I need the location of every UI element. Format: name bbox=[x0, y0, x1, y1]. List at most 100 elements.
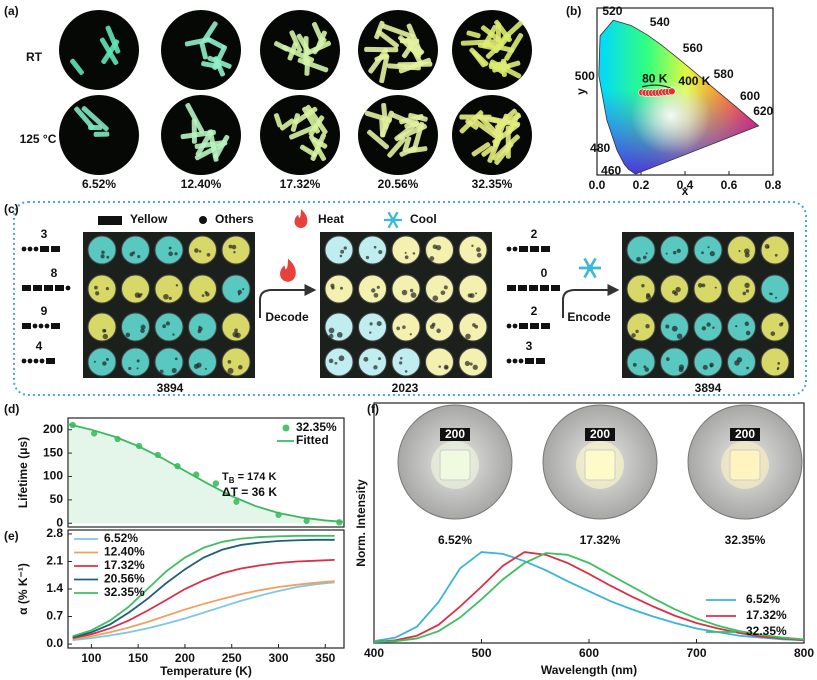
well-speck bbox=[102, 328, 106, 333]
code-dot bbox=[512, 358, 518, 364]
well-speck bbox=[665, 357, 670, 362]
code-dot bbox=[32, 323, 38, 329]
well bbox=[660, 347, 689, 377]
chip-label: 200 bbox=[735, 427, 755, 441]
well bbox=[660, 274, 689, 304]
well bbox=[87, 347, 117, 377]
well bbox=[727, 235, 756, 265]
code-digit: 3 bbox=[526, 339, 533, 353]
crystal bbox=[297, 57, 329, 73]
well bbox=[188, 235, 217, 265]
well bbox=[626, 312, 656, 342]
well-speck bbox=[168, 246, 172, 250]
sample-label: 32.35% bbox=[725, 533, 766, 547]
well-speck bbox=[193, 363, 199, 369]
well-speck bbox=[709, 364, 713, 368]
panel-label: (d) bbox=[4, 402, 19, 416]
well-speck bbox=[228, 244, 233, 249]
x-axis-label: Temperature (K) bbox=[160, 664, 252, 678]
well-speck bbox=[242, 288, 245, 291]
well-speck bbox=[201, 294, 205, 298]
well-speck bbox=[95, 291, 100, 296]
code-bar bbox=[46, 358, 55, 364]
well bbox=[760, 274, 790, 304]
code-bar bbox=[540, 285, 549, 291]
well bbox=[121, 274, 150, 304]
well bbox=[221, 347, 251, 377]
well-speck bbox=[776, 368, 779, 371]
well-speck bbox=[238, 364, 243, 370]
well bbox=[626, 347, 656, 377]
y-tick-label: 0 bbox=[56, 515, 63, 529]
well bbox=[458, 347, 488, 377]
crystal bbox=[483, 41, 515, 53]
data-line bbox=[72, 581, 335, 642]
well-speck bbox=[340, 249, 345, 254]
code-dot bbox=[512, 323, 518, 329]
well-speck bbox=[709, 251, 715, 257]
well-speck bbox=[712, 326, 715, 329]
well-speck bbox=[672, 250, 677, 255]
data-line bbox=[373, 551, 805, 643]
crystal bbox=[199, 41, 208, 60]
legend-text: 32.35% bbox=[296, 420, 337, 434]
data-line bbox=[373, 551, 805, 643]
well-speck bbox=[744, 252, 750, 258]
crystal bbox=[201, 61, 222, 70]
photo bbox=[161, 10, 241, 90]
well bbox=[727, 274, 756, 304]
well-speck bbox=[129, 252, 134, 257]
well-speck bbox=[409, 288, 414, 293]
data-point bbox=[667, 87, 676, 96]
code-dot bbox=[506, 323, 512, 329]
well-speck bbox=[744, 321, 750, 326]
resistor bbox=[585, 428, 615, 441]
code-bar bbox=[541, 323, 550, 329]
annotation-part: B bbox=[229, 476, 235, 485]
well-speck bbox=[401, 289, 408, 296]
crystal bbox=[299, 144, 318, 158]
well-speck bbox=[198, 250, 202, 253]
legend-text: Yellow bbox=[130, 212, 168, 226]
crystal bbox=[184, 37, 211, 47]
code-dot bbox=[21, 246, 27, 252]
well-speck bbox=[328, 358, 334, 364]
well bbox=[154, 312, 184, 342]
well-speck bbox=[162, 324, 167, 329]
code-bar bbox=[507, 285, 516, 291]
code-bar bbox=[51, 246, 60, 252]
well bbox=[324, 274, 354, 304]
x-tick-label: 500 bbox=[471, 646, 491, 660]
crystal bbox=[379, 118, 386, 138]
well-speck bbox=[402, 325, 406, 329]
well bbox=[727, 312, 756, 342]
x-tick-label: 800 bbox=[794, 646, 814, 660]
well-speck bbox=[676, 248, 681, 253]
well-speck bbox=[140, 293, 143, 296]
crystal bbox=[471, 142, 491, 157]
well-speck bbox=[134, 292, 141, 298]
code-digit: 4 bbox=[36, 339, 43, 353]
well bbox=[760, 312, 790, 342]
well-speck bbox=[174, 252, 178, 256]
annotation-part: T bbox=[222, 471, 229, 483]
x-tick-label: 0.6 bbox=[721, 178, 738, 192]
well-speck bbox=[429, 256, 435, 262]
code-bar bbox=[55, 285, 64, 291]
y-axis-label: α (% K⁻¹) bbox=[16, 563, 30, 615]
well-speck bbox=[404, 255, 409, 260]
code-bar bbox=[519, 323, 528, 329]
y-axis-label: Lifetime (μs) bbox=[16, 437, 30, 508]
well-speck bbox=[642, 255, 647, 260]
well-speck bbox=[137, 255, 141, 259]
legend-text: Fitted bbox=[296, 433, 329, 447]
well-speck bbox=[404, 251, 407, 254]
well-speck bbox=[328, 333, 334, 339]
well-speck bbox=[676, 333, 683, 339]
well-speck bbox=[734, 360, 740, 366]
crystal bbox=[407, 146, 428, 154]
locus-label: 620 bbox=[753, 104, 773, 118]
well-speck bbox=[644, 367, 649, 372]
well bbox=[626, 274, 656, 304]
